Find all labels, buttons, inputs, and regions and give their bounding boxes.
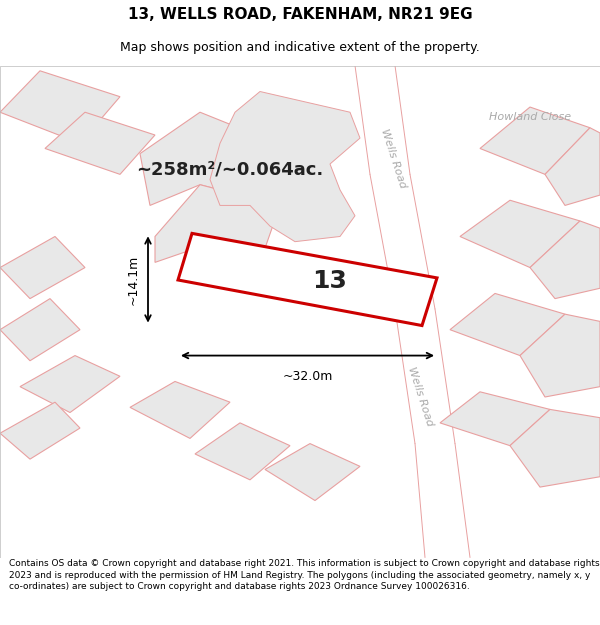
- Polygon shape: [140, 112, 290, 206]
- Polygon shape: [460, 200, 580, 268]
- Polygon shape: [20, 356, 120, 412]
- Text: Contains OS data © Crown copyright and database right 2021. This information is : Contains OS data © Crown copyright and d…: [9, 559, 599, 591]
- Polygon shape: [0, 236, 85, 299]
- Polygon shape: [530, 221, 600, 299]
- Polygon shape: [45, 112, 155, 174]
- Text: ~258m²/~0.064ac.: ~258m²/~0.064ac.: [136, 160, 323, 178]
- Text: 13, WELLS ROAD, FAKENHAM, NR21 9EG: 13, WELLS ROAD, FAKENHAM, NR21 9EG: [128, 7, 472, 22]
- Polygon shape: [520, 314, 600, 397]
- Polygon shape: [0, 71, 120, 143]
- Polygon shape: [130, 381, 230, 438]
- Polygon shape: [510, 409, 600, 487]
- Polygon shape: [450, 294, 565, 356]
- Text: ~14.1m: ~14.1m: [127, 254, 140, 304]
- Text: Howland Close: Howland Close: [489, 112, 571, 123]
- Polygon shape: [155, 185, 280, 262]
- Text: Wells Road: Wells Road: [406, 366, 434, 428]
- Polygon shape: [195, 423, 290, 480]
- Polygon shape: [480, 107, 590, 174]
- Polygon shape: [210, 91, 360, 242]
- Text: 13: 13: [313, 269, 347, 293]
- Polygon shape: [0, 402, 80, 459]
- Polygon shape: [265, 444, 360, 501]
- Polygon shape: [545, 127, 600, 206]
- Polygon shape: [178, 233, 437, 326]
- Text: Map shows position and indicative extent of the property.: Map shows position and indicative extent…: [120, 41, 480, 54]
- Polygon shape: [440, 392, 550, 446]
- Text: Wells Road: Wells Road: [379, 128, 407, 190]
- Polygon shape: [355, 66, 470, 558]
- Text: ~32.0m: ~32.0m: [283, 370, 332, 383]
- Polygon shape: [0, 299, 80, 361]
